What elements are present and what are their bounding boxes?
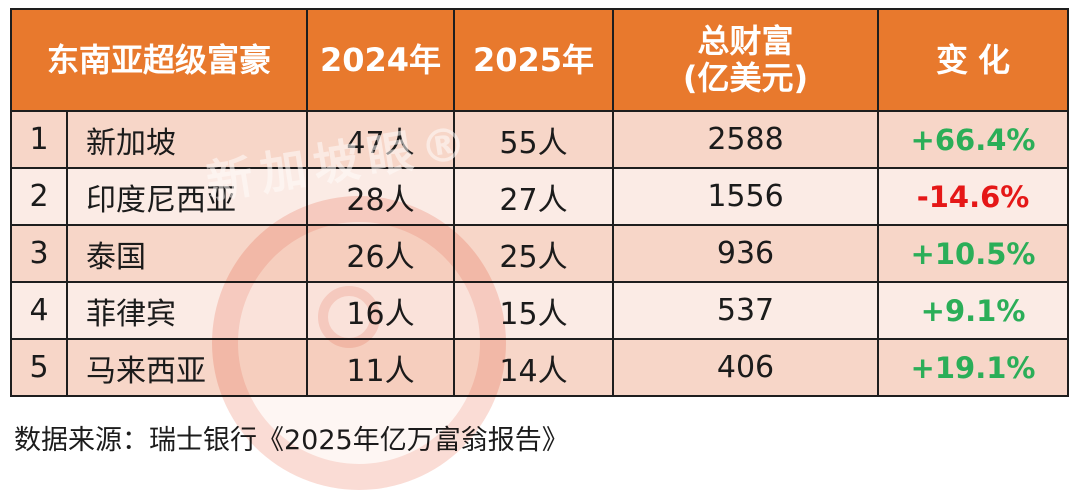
change-cell: +19.1% (877, 338, 1070, 397)
wealth-cell: 537 (612, 281, 880, 340)
table-header: 东南亚超级富豪 2024年 2025年 总财富 (亿美元) 变化 (9, 8, 1070, 112)
wealth-cell: 2588 (612, 110, 880, 169)
count-2025-cell: 25人 (453, 224, 615, 283)
rich-list-table: 东南亚超级富豪 2024年 2025年 总财富 (亿美元) 变化 1 新加坡 4… (9, 8, 1070, 397)
table-row: 5 马来西亚 11人 14人 406 +19.1% (10, 338, 1070, 397)
data-source-caption: 数据来源：瑞士银行《2025年亿万富翁报告》 (14, 425, 569, 456)
change-cell: +66.4% (877, 110, 1070, 169)
country-cell: 印度尼西亚 (65, 167, 309, 226)
change-cell: +10.5% (877, 224, 1070, 283)
wealth-cell: 406 (612, 338, 880, 397)
country-cell: 泰国 (65, 224, 309, 283)
rank-cell: 5 (10, 338, 68, 397)
table-row: 1 新加坡 47人 55人 2588 +66.4% (10, 110, 1070, 169)
rank-cell: 1 (10, 110, 68, 169)
count-2024-cell: 47人 (306, 110, 456, 169)
rank-cell: 3 (10, 224, 68, 283)
header-2025-cell: 2025年 (453, 8, 615, 112)
country-cell: 菲律宾 (65, 281, 309, 340)
count-2025-cell: 14人 (453, 338, 615, 397)
header-2024-cell: 2024年 (306, 8, 456, 112)
rank-cell: 4 (10, 281, 68, 340)
header-wealth-line1: 总财富 (697, 22, 794, 61)
header-wealth-cell: 总财富 (亿美元) (612, 8, 880, 112)
header-wealth-line2: (亿美元) (682, 59, 809, 97)
count-2024-cell: 28人 (306, 167, 456, 226)
count-2024-cell: 26人 (306, 224, 456, 283)
count-2025-cell: 55人 (453, 110, 615, 169)
header-title-cell: 东南亚超级富豪 (9, 8, 309, 112)
table-row: 4 菲律宾 16人 15人 537 +9.1% (10, 281, 1070, 340)
count-2024-cell: 11人 (306, 338, 456, 397)
wealth-cell: 936 (612, 224, 880, 283)
count-2025-cell: 27人 (453, 167, 615, 226)
table-row: 2 印度尼西亚 28人 27人 1556 -14.6% (10, 167, 1070, 226)
change-cell: -14.6% (877, 167, 1070, 226)
country-cell: 马来西亚 (65, 338, 309, 397)
rank-cell: 2 (10, 167, 68, 226)
infographic-canvas: 东南亚超级富豪 2024年 2025年 总财富 (亿美元) 变化 1 新加坡 4… (9, 8, 1070, 490)
wealth-cell: 1556 (612, 167, 880, 226)
header-change-cell: 变化 (877, 8, 1070, 112)
country-cell: 新加坡 (65, 110, 309, 169)
change-cell: +9.1% (877, 281, 1070, 340)
table-row: 3 泰国 26人 25人 936 +10.5% (10, 224, 1070, 283)
count-2025-cell: 15人 (453, 281, 615, 340)
count-2024-cell: 16人 (306, 281, 456, 340)
